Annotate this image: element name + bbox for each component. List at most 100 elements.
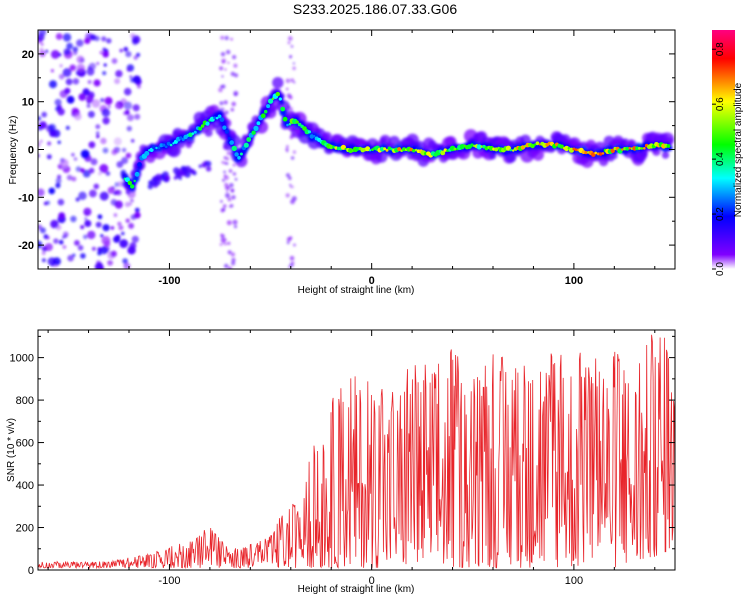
noise-blob xyxy=(87,110,95,118)
branch-blob xyxy=(147,184,153,190)
noise-blob xyxy=(75,197,80,202)
colorbar: 0.0 0.2 0.4 0.6 0.8 Normalized spectral ampl… xyxy=(712,30,744,276)
branch-blob xyxy=(198,164,202,168)
noise-blob xyxy=(121,157,129,164)
noise-blob xyxy=(101,36,107,42)
streak-blob xyxy=(224,110,229,115)
noise-blob xyxy=(58,212,66,220)
streak-blob xyxy=(292,66,296,71)
colorbar-label: Normalized spectral amplitude xyxy=(733,82,744,217)
noise-blob xyxy=(91,99,101,108)
ridge-core xyxy=(231,145,237,152)
x-tick-label: 100 xyxy=(565,275,583,287)
noise-blob xyxy=(124,110,130,115)
streak-blob xyxy=(292,62,295,65)
streak-blob xyxy=(286,237,292,242)
branch-blob xyxy=(160,173,165,178)
noise-blob xyxy=(85,95,94,103)
streak-blob xyxy=(231,261,236,266)
figure-title: S233.2025.186.07.33.G06 xyxy=(293,1,457,17)
streak-blob xyxy=(220,35,225,40)
streak-blob xyxy=(234,93,237,97)
streak-blob xyxy=(290,78,295,83)
noise-blob xyxy=(123,87,132,96)
noise-blob xyxy=(95,81,101,86)
branch-blob xyxy=(173,176,178,180)
noise-blob xyxy=(113,213,118,217)
noise-blob xyxy=(103,240,111,247)
noise-blob xyxy=(73,157,78,161)
streak-blob xyxy=(224,68,227,71)
noise-blob xyxy=(70,215,77,223)
ridge-core xyxy=(144,151,150,156)
noise-blob xyxy=(121,231,125,236)
ridge-core xyxy=(387,146,392,151)
ridge-core xyxy=(402,147,406,152)
branch-blob xyxy=(173,167,180,174)
noise-blob xyxy=(131,235,139,243)
ridge-core xyxy=(164,145,168,149)
ridge-core xyxy=(253,125,259,131)
ridge-core xyxy=(280,106,286,112)
noise-blob xyxy=(133,55,138,60)
ridge-core xyxy=(494,147,499,152)
noise-blob xyxy=(100,98,105,103)
ridge-core xyxy=(594,151,597,155)
ridge-core xyxy=(237,156,241,160)
ridge-core xyxy=(239,152,243,156)
noise-blob xyxy=(66,95,75,104)
streak-blob xyxy=(229,204,234,208)
noise-blob xyxy=(47,155,51,159)
noise-blob xyxy=(76,39,84,47)
ridge-core xyxy=(512,149,515,152)
noise-blob xyxy=(62,68,72,77)
noise-blob xyxy=(39,47,44,53)
ridge-core xyxy=(635,146,639,151)
noise-blob xyxy=(73,50,78,56)
ridge-core xyxy=(535,141,540,146)
streak-blob xyxy=(287,41,291,45)
streak-blob xyxy=(230,71,235,77)
streak-blob xyxy=(290,156,295,160)
ridge-core xyxy=(288,122,292,126)
ridge-core xyxy=(152,145,157,150)
streak-blob xyxy=(221,160,225,164)
streak-blob xyxy=(223,170,227,174)
streak-blob xyxy=(232,172,237,176)
snr-xlabel: Height of straight line (km) xyxy=(298,584,415,595)
streak-blob xyxy=(224,242,227,246)
noise-blob xyxy=(111,149,118,156)
noise-blob xyxy=(127,246,136,255)
streak-blob xyxy=(219,101,224,106)
noise-blob xyxy=(71,176,77,182)
streak-blob xyxy=(234,177,238,181)
streak-blob xyxy=(293,243,296,247)
streak-blob xyxy=(289,107,293,111)
streak-blob xyxy=(227,266,232,269)
noise-blob xyxy=(100,246,108,255)
noise-blob xyxy=(80,253,86,259)
streak-blob xyxy=(225,193,230,198)
streak-blob xyxy=(291,261,295,265)
noise-blob xyxy=(57,108,65,116)
noise-blob xyxy=(136,84,141,89)
streak-blob xyxy=(289,55,293,58)
ridge-core xyxy=(591,152,596,157)
noise-blob xyxy=(117,221,122,226)
noise-blob xyxy=(84,217,88,221)
streak-blob xyxy=(224,35,229,41)
noise-blob xyxy=(87,80,92,84)
noise-blob xyxy=(131,38,139,46)
streak-blob xyxy=(223,100,228,105)
streak-blob xyxy=(227,61,230,64)
streak-blob xyxy=(225,185,231,191)
ridge-core xyxy=(191,132,195,135)
snr-ylabel: SNR (10 * v/v) xyxy=(6,418,17,482)
ridge-core xyxy=(598,152,603,156)
ridge-core xyxy=(275,91,280,97)
streak-blob xyxy=(289,136,293,140)
noise-blob xyxy=(126,125,132,132)
ridge-core xyxy=(166,141,171,146)
branch-blob xyxy=(178,177,182,180)
